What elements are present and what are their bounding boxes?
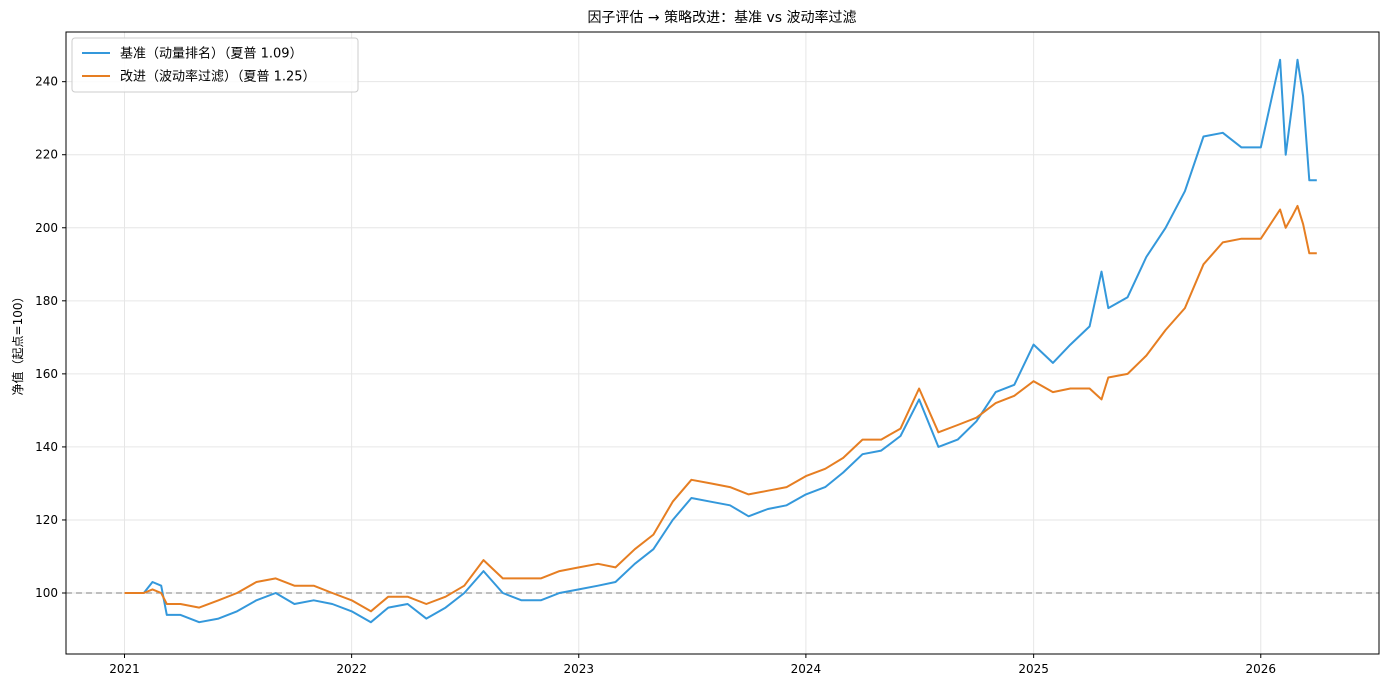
x-tick-label: 2022 [336,662,367,676]
grid [66,32,1379,654]
series-group [124,58,1317,624]
legend: 基准（动量排名）（夏普 1.09） 改进（波动率过滤）（夏普 1.25） [71,37,359,93]
plot-frame [65,31,1380,655]
y-tick-label: 160 [35,367,58,381]
y-axis: 100 120 140 160 180 200 220 240 [35,75,66,600]
y-tick-label: 220 [35,148,58,162]
x-tick-label: 2021 [109,662,140,676]
legend-label-improved: 改进（波动率过滤）（夏普 1.25） [120,69,316,85]
legend-frame [71,37,359,93]
y-tick-label: 100 [35,586,58,600]
y-axis-label: 净值（起点=100） [10,291,25,396]
x-tick-label: 2023 [563,662,594,676]
y-tick-label: 180 [35,294,58,308]
series-line-baseline [124,58,1317,624]
y-tick-label: 240 [35,75,58,89]
x-axis: 2021 2022 2023 2024 2025 2026 [109,654,1276,676]
chart-title: 因子评估 → 策略改进：基准 vs 波动率过滤 [587,9,856,26]
series-line-improved [124,204,1317,613]
x-tick-label: 2024 [791,662,822,676]
x-tick-label: 2026 [1245,662,1276,676]
x-tick-label: 2025 [1018,662,1049,676]
plot-background [66,32,1379,654]
y-tick-label: 120 [35,513,58,527]
y-tick-label: 140 [35,440,58,454]
y-tick-label: 200 [35,221,58,235]
legend-label-baseline: 基准（动量排名）（夏普 1.09） [120,46,303,62]
